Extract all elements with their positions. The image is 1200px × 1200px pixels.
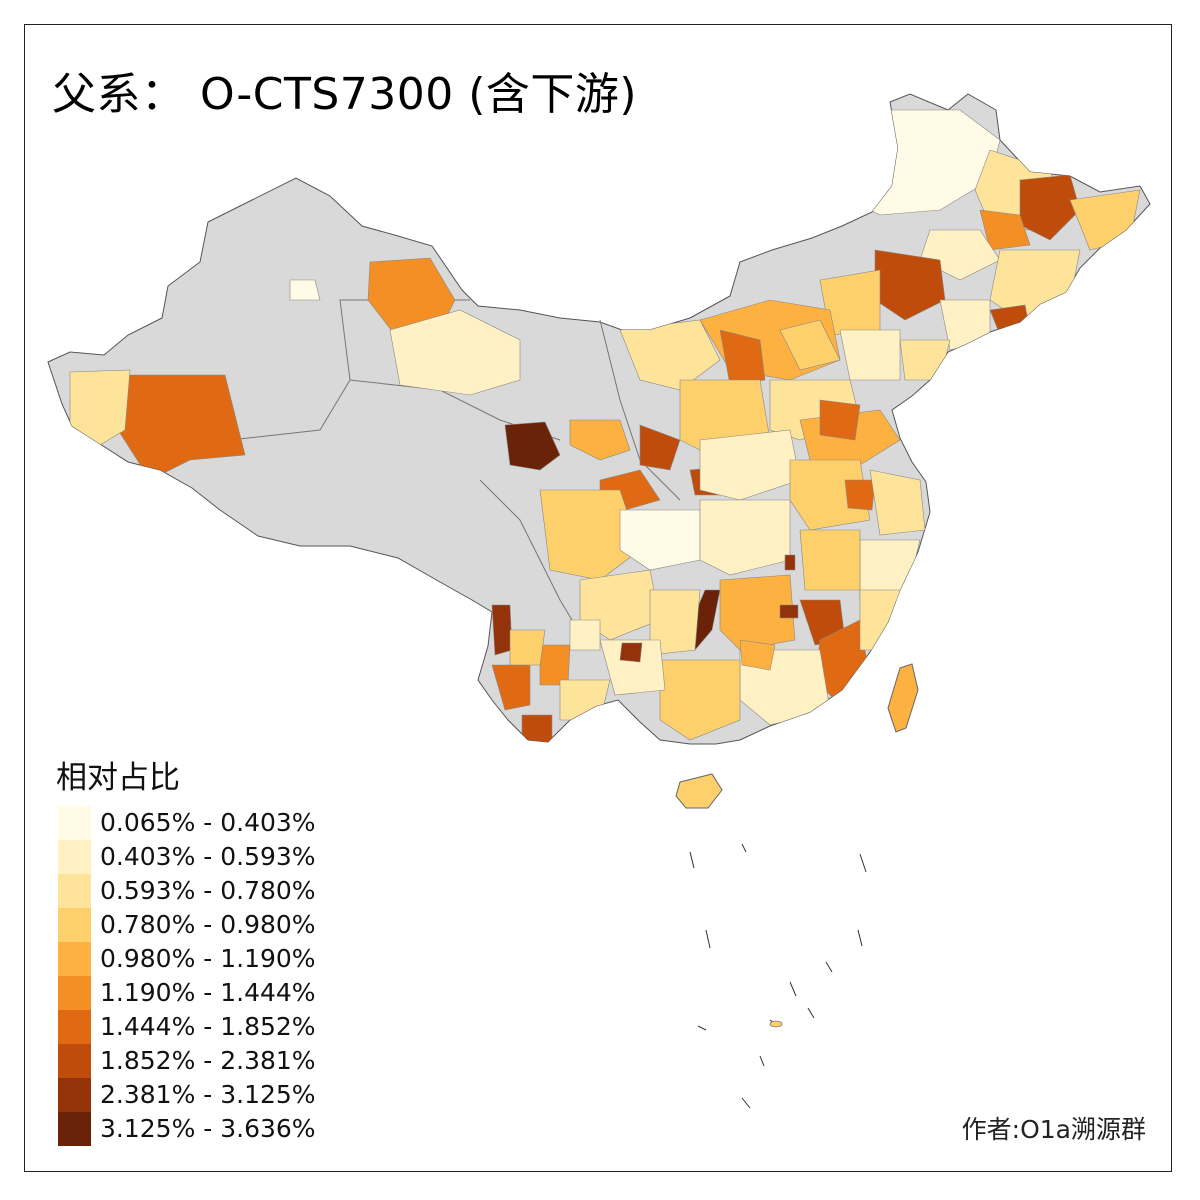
legend-title: 相对占比: [56, 760, 180, 796]
legend-swatch: [58, 874, 91, 908]
map-region: [619, 509, 701, 571]
map-title: 父系： O-CTS7300 (含下游): [52, 69, 638, 120]
legend-swatch: [58, 1112, 91, 1146]
legend-label: 1.190% - 1.444%: [100, 978, 316, 1007]
legend-row: 0.065% - 0.403%: [58, 806, 338, 840]
legend-row: 0.780% - 0.980%: [58, 908, 338, 942]
legend-label: 3.125% - 3.636%: [100, 1114, 316, 1143]
legend-label: 0.065% - 0.403%: [100, 808, 316, 837]
map-region: [979, 209, 1031, 251]
legend-row: 1.852% - 2.381%: [58, 1044, 338, 1078]
legend-label: 0.980% - 1.190%: [100, 944, 316, 973]
map-region: [784, 554, 796, 571]
author-credit: 作者:O1a溯源群: [961, 1115, 1146, 1144]
map-region: [491, 604, 513, 656]
map-region: [509, 629, 546, 666]
legend-label: 0.403% - 0.593%: [100, 842, 316, 871]
legend-label: 0.593% - 0.780%: [100, 876, 316, 905]
map-region: [699, 499, 791, 576]
map-region: [899, 339, 951, 381]
map-region: [69, 369, 131, 446]
legend-swatch: [58, 1010, 91, 1044]
legend-row: 2.381% - 3.125%: [58, 1078, 338, 1112]
hainan-region: [675, 773, 723, 809]
legend-label: 0.780% - 0.980%: [100, 910, 316, 939]
legend-swatch: [58, 908, 91, 942]
map-region: [869, 469, 926, 536]
map-region: [859, 589, 901, 651]
legend-row: 3.125% - 3.636%: [58, 1112, 338, 1146]
legend-row: 0.403% - 0.593%: [58, 840, 338, 874]
legend-swatch: [58, 806, 91, 840]
legend-swatch: [58, 1078, 91, 1112]
map-region: [659, 659, 741, 741]
legend-swatch: [58, 976, 91, 1010]
nansha-island: [769, 1020, 783, 1028]
taiwan-region: [887, 663, 919, 733]
map-region: [539, 644, 571, 686]
map-region: [559, 679, 611, 721]
map-region: [649, 589, 701, 656]
map-region: [779, 319, 841, 371]
map-region: [619, 319, 721, 391]
map-region: [839, 329, 901, 381]
legend-label: 2.381% - 3.125%: [100, 1080, 316, 1109]
legend-row: 0.980% - 1.190%: [58, 942, 338, 976]
map-region: [739, 639, 776, 671]
map-region: [389, 309, 521, 396]
legend-swatch: [58, 840, 91, 874]
map-region: [599, 639, 666, 696]
legend-row: 1.444% - 1.852%: [58, 1010, 338, 1044]
map-region: [799, 529, 861, 591]
map-region: [639, 424, 681, 471]
map-region: [569, 619, 601, 651]
legend-swatch: [58, 942, 91, 976]
south-china-sea-islands: [689, 843, 867, 1109]
legend-label: 1.444% - 1.852%: [100, 1012, 316, 1041]
map-region: [779, 604, 799, 619]
map-region: [569, 419, 631, 461]
map-region: [619, 642, 643, 663]
legend-swatch: [58, 1044, 91, 1078]
legend-row: 0.593% - 0.780%: [58, 874, 338, 908]
map-region: [289, 279, 321, 301]
map-region: [699, 429, 801, 501]
legend-row: 1.190% - 1.444%: [58, 976, 338, 1010]
map-region: [539, 489, 641, 581]
map-region: [789, 459, 871, 531]
map-region: [719, 329, 766, 386]
legend-label: 1.852% - 2.381%: [100, 1046, 316, 1075]
map-region: [504, 421, 561, 471]
map-region: [521, 714, 553, 744]
map-region: [819, 399, 861, 441]
map-region: [844, 479, 876, 511]
